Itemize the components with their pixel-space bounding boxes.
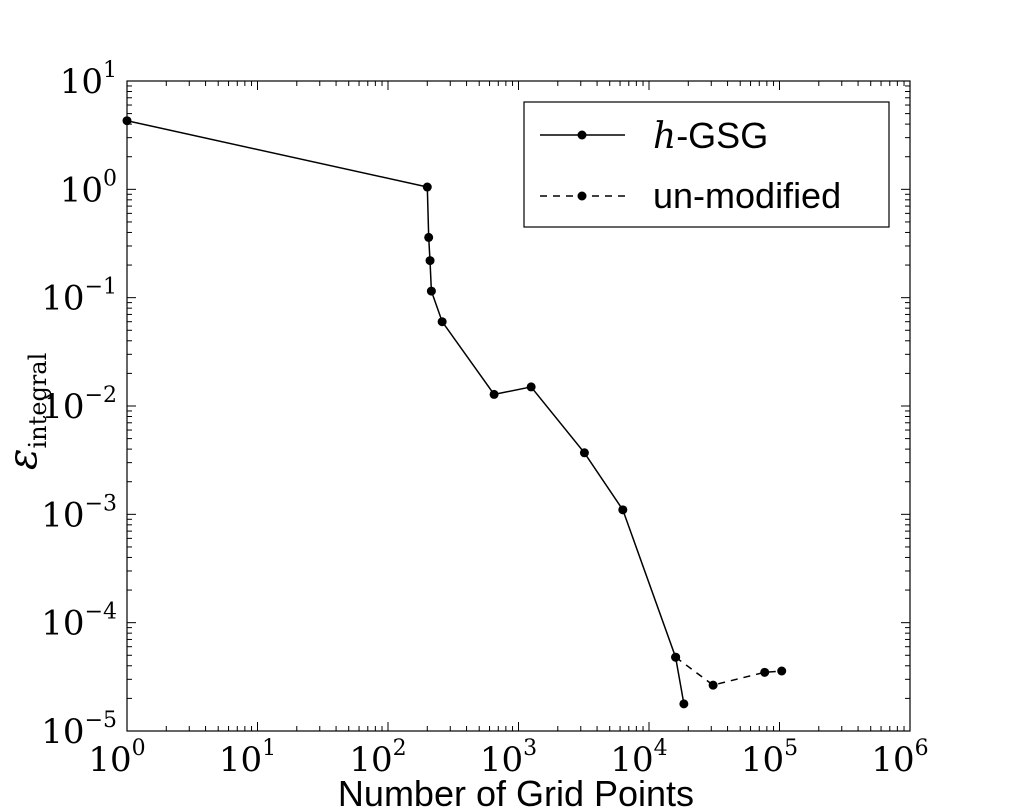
x-tick-base: 10 bbox=[88, 740, 131, 780]
data-point-hgsg bbox=[679, 699, 689, 709]
x-tick-label: 105 bbox=[741, 736, 798, 780]
y-tick-base: 10 bbox=[41, 495, 84, 535]
x-tick-exponent: 1 bbox=[262, 736, 276, 761]
legend: h-GSG un-modified bbox=[523, 101, 890, 228]
data-point-hgsg bbox=[424, 232, 434, 242]
x-tick-base: 10 bbox=[871, 740, 914, 780]
y-tick-label: 10−3 bbox=[41, 491, 117, 535]
y-tick-exponent: 0 bbox=[103, 166, 117, 191]
y-axis-label: εintegral bbox=[0, 353, 52, 470]
x-tick-exponent: 2 bbox=[393, 736, 407, 761]
y-tick-label: 10−5 bbox=[41, 708, 117, 752]
data-point-unmodified bbox=[777, 666, 787, 676]
x-tick-exponent: 3 bbox=[523, 736, 537, 761]
legend-marker-dashed bbox=[577, 191, 587, 201]
y-tick-base: 10 bbox=[41, 279, 84, 319]
y-tick-exponent: −1 bbox=[85, 275, 117, 300]
data-point-hgsg bbox=[437, 317, 447, 327]
data-point-hgsg bbox=[579, 448, 589, 458]
x-tick-label: 102 bbox=[349, 736, 406, 780]
axis-ticks bbox=[126, 80, 911, 732]
y-tick-exponent: −4 bbox=[85, 600, 117, 625]
data-point-unmodified bbox=[760, 667, 770, 677]
axis-tick-labels: 100 101 102 103 104 105 10610−510−410−310−210−… bbox=[41, 58, 928, 780]
x-tick-label: 101 bbox=[219, 736, 276, 780]
x-tick-base: 10 bbox=[480, 740, 523, 780]
legend-label-hgsg-suffix: -GSG bbox=[676, 115, 768, 156]
x-tick-base: 10 bbox=[349, 740, 392, 780]
x-tick-base: 10 bbox=[610, 740, 653, 780]
data-point-unmodified bbox=[671, 652, 681, 662]
data-point-hgsg bbox=[425, 256, 435, 266]
series-line-unmodified bbox=[675, 656, 782, 686]
x-tick-label: 103 bbox=[480, 736, 537, 780]
x-tick-exponent: 0 bbox=[132, 736, 146, 761]
y-tick-base: 10 bbox=[41, 604, 84, 644]
y-tick-base: 10 bbox=[60, 62, 103, 102]
x-tick-exponent: 6 bbox=[915, 736, 929, 761]
data-point-unmodified bbox=[708, 680, 718, 690]
data-point-hgsg bbox=[489, 389, 499, 399]
legend-marker-solid bbox=[577, 130, 587, 140]
y-axis-label-text: εintegral bbox=[0, 353, 52, 470]
legend-label-hgsg: h-GSG bbox=[653, 115, 768, 157]
y-tick-label: 100 bbox=[60, 166, 117, 210]
data-point-hgsg bbox=[426, 286, 436, 296]
y-tick-label: 10−4 bbox=[41, 600, 117, 644]
x-axis-label: Number of Grid Points bbox=[338, 773, 694, 812]
y-tick-base: 10 bbox=[41, 712, 84, 752]
x-tick-base: 10 bbox=[219, 740, 262, 780]
x-tick-exponent: 5 bbox=[784, 736, 798, 761]
y-tick-label: 101 bbox=[60, 58, 117, 102]
y-tick-exponent: 1 bbox=[103, 58, 117, 83]
legend-box bbox=[523, 101, 890, 228]
legend-label-hgsg-prefix: h bbox=[653, 116, 676, 157]
x-tick-label: 106 bbox=[871, 736, 928, 780]
y-tick-label: 10−1 bbox=[41, 275, 117, 319]
data-point-hgsg bbox=[526, 382, 536, 392]
y-tick-exponent: −3 bbox=[85, 491, 117, 516]
series-line-hgsg bbox=[126, 119, 685, 705]
y-tick-label: 10−2 bbox=[41, 383, 117, 427]
x-tick-exponent: 4 bbox=[654, 736, 668, 761]
y-tick-exponent: −2 bbox=[85, 383, 117, 408]
x-tick-base: 10 bbox=[741, 740, 784, 780]
data-point-hgsg bbox=[618, 505, 628, 515]
y-axis-label-subscript: integral bbox=[24, 353, 52, 449]
y-tick-base: 10 bbox=[60, 170, 103, 210]
y-tick-base: 10 bbox=[41, 387, 84, 427]
plot-frame bbox=[126, 80, 911, 732]
x-tick-label: 100 bbox=[88, 736, 145, 780]
y-tick-exponent: −5 bbox=[85, 708, 117, 733]
data-point-hgsg bbox=[422, 182, 432, 192]
x-tick-label: 104 bbox=[610, 736, 667, 780]
legend-label-unmodified: un-modified bbox=[653, 175, 841, 216]
y-axis-label-main: ε bbox=[0, 449, 46, 470]
